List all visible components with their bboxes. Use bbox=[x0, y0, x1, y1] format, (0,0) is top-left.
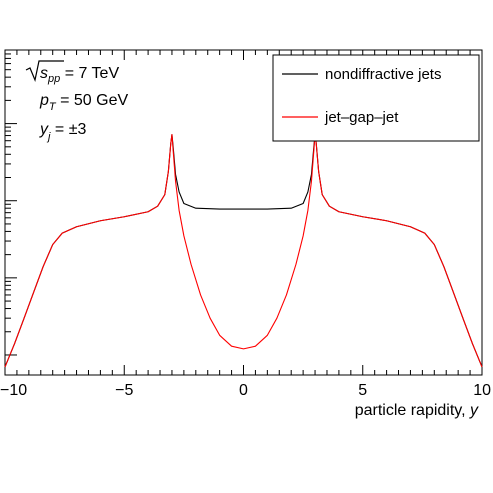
annotation-block: spp = 7 TeV pT = 50 GeV yj = ±3 bbox=[25, 60, 128, 143]
annotation-sqrt-s: spp = 7 TeV bbox=[40, 65, 119, 85]
x-tick-label: −5 bbox=[115, 382, 133, 399]
series-layer bbox=[4, 134, 483, 368]
legend: nondiffractive jets jet–gap–jet bbox=[272, 54, 480, 142]
x-axis-title: particle rapidity, y bbox=[355, 402, 479, 419]
x-tick-label: 0 bbox=[239, 382, 248, 399]
series-line-nondiffractive bbox=[4, 134, 483, 368]
x-tick-label: 5 bbox=[358, 382, 367, 399]
x-axis: −10 −5 0 5 10 bbox=[0, 50, 491, 399]
x-tick-label: −10 bbox=[0, 382, 27, 399]
y-axis bbox=[5, 49, 17, 356]
legend-label-jet-gap-jet: jet–gap–jet bbox=[324, 109, 399, 126]
legend-box bbox=[272, 54, 480, 142]
annotation-pt: pT = 50 GeV bbox=[39, 92, 128, 113]
series-line-jet-gap-jet bbox=[4, 134, 483, 368]
sqrt-sign-icon bbox=[25, 60, 64, 83]
annotation-yj: yj = ±3 bbox=[39, 121, 86, 143]
legend-label-nondiffractive: nondiffractive jets bbox=[325, 66, 441, 83]
x-tick-label: 10 bbox=[473, 382, 491, 399]
